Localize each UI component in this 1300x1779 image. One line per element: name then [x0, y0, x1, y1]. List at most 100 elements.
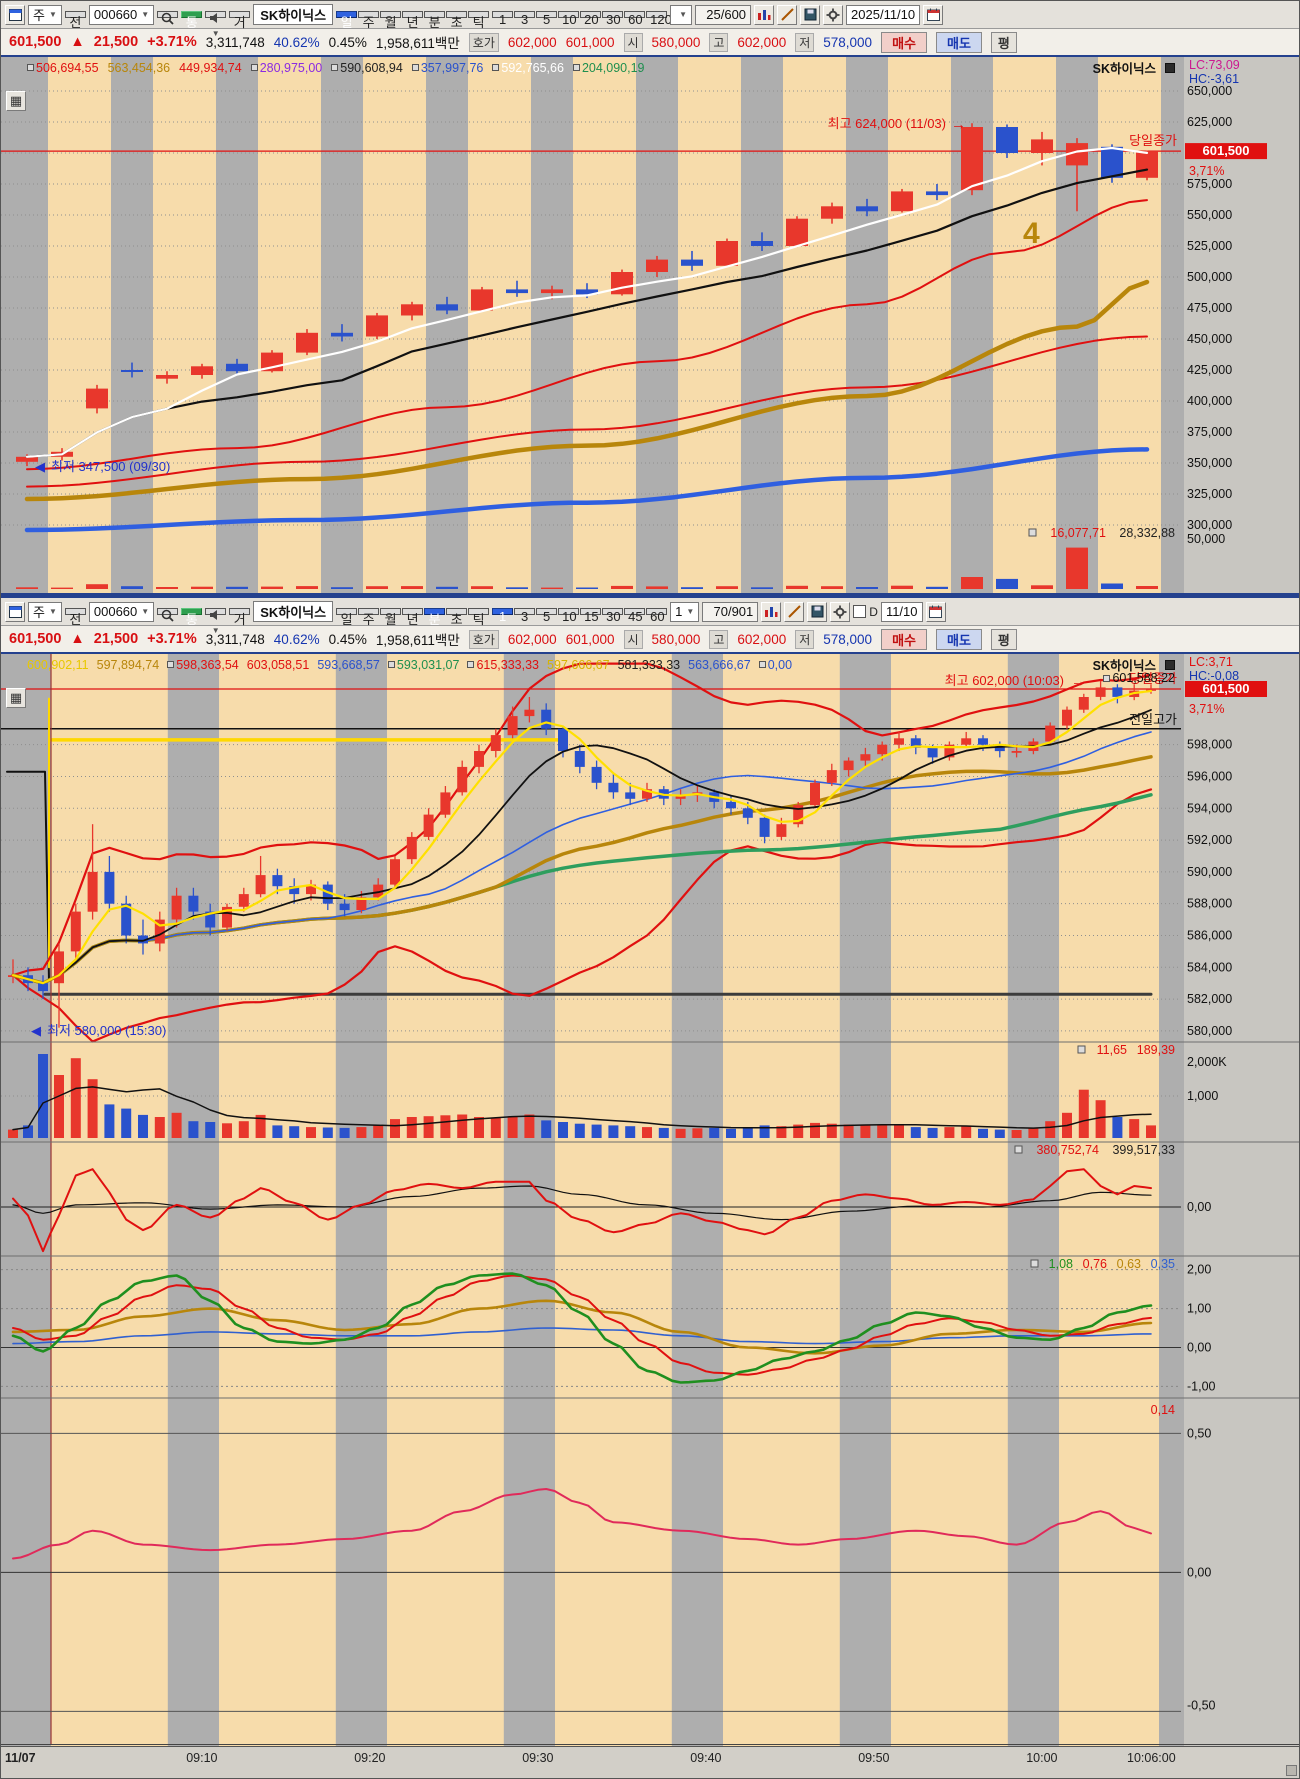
sell-button[interactable]: 매도: [936, 628, 982, 650]
search-button[interactable]: [157, 608, 179, 622]
jeon-button[interactable]: 전: [64, 608, 86, 627]
chart-grid-icon[interactable]: ▦: [6, 688, 26, 708]
period-tab[interactable]: 틱: [468, 608, 490, 627]
interval-button[interactable]: 60: [624, 11, 646, 27]
period-select[interactable]: 주 ▼: [28, 601, 62, 622]
svg-text:375,000: 375,000: [1187, 425, 1232, 439]
settings-gear-icon[interactable]: [830, 601, 851, 622]
avg-button[interactable]: 평: [990, 31, 1017, 53]
window-icon[interactable]: [5, 4, 25, 25]
chevron-down-icon: ▼: [211, 29, 220, 38]
interval-button[interactable]: 10: [558, 608, 580, 624]
period-tab[interactable]: 일: [336, 11, 358, 30]
resize-grip[interactable]: [1286, 1765, 1297, 1776]
sound-button[interactable]: ▼: [205, 11, 227, 38]
avg-button[interactable]: 평: [990, 628, 1017, 650]
geo-button[interactable]: 거: [229, 11, 251, 30]
tick-count-select[interactable]: 1 ▼: [670, 601, 700, 622]
window-icon[interactable]: [5, 601, 25, 622]
bid-price: 601,000: [565, 631, 615, 647]
period-tab[interactable]: 월: [380, 608, 402, 627]
period-tab[interactable]: 분: [424, 11, 446, 30]
time-label: 10:06:00: [1127, 1751, 1176, 1765]
time-axis[interactable]: 11/07 09:10 09:20 09:30 09:40 09:50 10:00 10:06…: [1, 1746, 1299, 1778]
current-price: 601,500: [9, 631, 62, 647]
period-tab[interactable]: 년: [402, 11, 424, 30]
period-tab[interactable]: 분: [424, 608, 446, 627]
period-tab[interactable]: 년: [402, 608, 424, 627]
panel-menu-icon[interactable]: [1165, 659, 1175, 670]
geo-button[interactable]: 거: [229, 608, 251, 627]
high-label: 고: [709, 629, 729, 649]
svg-text:300,000: 300,000: [1187, 518, 1232, 532]
save-icon[interactable]: [807, 601, 828, 622]
daily-chart[interactable]: 650,000625,000600,000575,000550,000525,0…: [1, 57, 1300, 593]
period-tab[interactable]: 틱: [468, 11, 490, 30]
turnover-percent: 40.62%: [273, 34, 320, 50]
interval-buttons: 1 3 5 10 20 30 60 120: [492, 11, 672, 27]
interval-button[interactable]: 120: [646, 11, 672, 27]
interval-button[interactable]: 30: [602, 608, 624, 624]
interval-button[interactable]: 45: [624, 608, 646, 624]
compare-chart-icon[interactable]: [754, 4, 775, 25]
interval-button[interactable]: 60: [646, 608, 668, 624]
period-tab[interactable]: 주: [358, 11, 380, 30]
interval-button[interactable]: 5: [536, 11, 558, 27]
trade-amount: 1,958,611백만: [375, 633, 460, 648]
chart-grid-icon[interactable]: ▦: [6, 91, 26, 111]
period-tab[interactable]: 일: [336, 608, 358, 627]
jeon-button[interactable]: 전: [64, 11, 86, 30]
tick-count-select[interactable]: ▼: [670, 4, 693, 25]
chevron-down-icon: ▼: [141, 10, 150, 19]
stock-code-input[interactable]: 000660 ▼: [88, 4, 155, 25]
compare-chart-icon[interactable]: [761, 601, 782, 622]
svg-text:3,71%: 3,71%: [1189, 164, 1224, 178]
interval-button[interactable]: 1: [492, 11, 514, 27]
interval-button[interactable]: 3: [514, 608, 536, 624]
period-tab[interactable]: 초: [446, 608, 468, 627]
buy-button[interactable]: 매수: [881, 31, 927, 53]
low-label: 저: [795, 32, 815, 52]
date-field[interactable]: 2025/11/10: [846, 4, 921, 25]
stock-code-input[interactable]: 000660 ▼: [88, 601, 155, 622]
interval-button[interactable]: 15: [580, 608, 602, 624]
interval-button[interactable]: 30: [602, 11, 624, 27]
buy-button[interactable]: 매수: [881, 628, 927, 650]
settings-gear-icon[interactable]: [823, 4, 844, 25]
draw-tool-icon[interactable]: [777, 4, 798, 25]
interval-button[interactable]: 3: [514, 11, 536, 27]
svg-text:380,752,74: 380,752,74: [1036, 1143, 1099, 1157]
svg-text:0,14: 0,14: [1151, 1403, 1175, 1417]
sound-button[interactable]: ▼: [205, 608, 227, 635]
svg-text:650,000: 650,000: [1187, 84, 1232, 98]
minute-chart[interactable]: 598,000 596,000 594,000 592,000 590,000 588,0…: [1, 654, 1300, 1746]
draw-tool-icon[interactable]: [784, 601, 805, 622]
interval-button[interactable]: 1: [492, 608, 514, 624]
panel-menu-icon[interactable]: [1165, 62, 1175, 73]
period-select[interactable]: 주 ▼: [28, 4, 62, 25]
interval-button[interactable]: 5: [536, 608, 558, 624]
svg-text:1,08: 1,08: [1049, 1257, 1073, 1271]
tong-button[interactable]: 통: [181, 11, 203, 30]
tick-count-value: 1: [675, 604, 683, 619]
bar-count-field[interactable]: 70/901: [702, 601, 759, 622]
interval-button[interactable]: 10: [558, 11, 580, 27]
search-button[interactable]: [157, 11, 179, 25]
period-tab[interactable]: 월: [380, 11, 402, 30]
calendar-icon[interactable]: [923, 4, 944, 25]
period-select-value: 주: [33, 8, 45, 23]
date-field[interactable]: 11/10: [880, 601, 923, 622]
period-tab[interactable]: 초: [446, 11, 468, 30]
minute-chart-area: 598,000 596,000 594,000 592,000 590,000 588,0…: [1, 654, 1299, 1746]
period-tab[interactable]: 주: [358, 608, 380, 627]
interval-button[interactable]: 20: [580, 11, 602, 27]
svg-text:최저 580,000 (15:30): 최저 580,000 (15:30): [47, 1023, 166, 1038]
bar-count-field[interactable]: 25/600: [695, 4, 752, 25]
calendar-icon[interactable]: [925, 601, 946, 622]
sell-button[interactable]: 매도: [936, 31, 982, 53]
tong-button[interactable]: 통: [181, 608, 203, 627]
save-icon[interactable]: [800, 4, 821, 25]
d-checkbox[interactable]: [853, 605, 867, 618]
